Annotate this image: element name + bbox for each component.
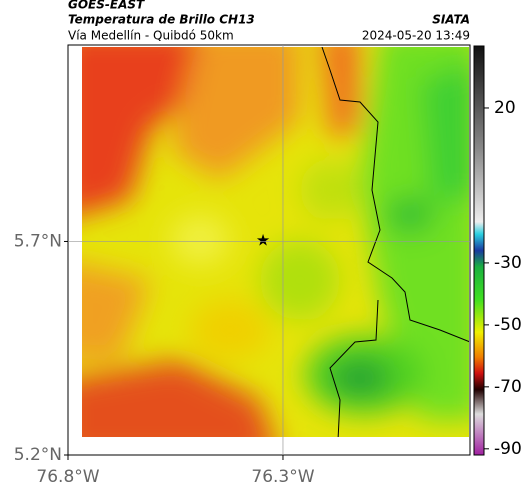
border (321, 47, 469, 343)
title: GOES-EAST (68, 0, 145, 12)
temperature-field (82, 47, 469, 437)
colorbar (473, 45, 485, 456)
colorbar-tick-label: 20 (494, 98, 516, 118)
source: SIATA (432, 13, 470, 27)
y-tick-label: 5.2°N (14, 445, 62, 465)
x-tick-label: 76.3°W (251, 467, 314, 487)
city-marker: ★ (256, 231, 270, 250)
x-tick-label: 76.8°W (36, 467, 99, 487)
colorbar-tick-label: -50 (494, 315, 522, 335)
header: GOES-EAST Temperatura de Brillo CH13 Vía… (68, 0, 470, 43)
border (329, 299, 379, 437)
location: Vía Medellín - Quibdó 50km (68, 29, 234, 43)
colorbar-tick-label: -70 (494, 377, 522, 397)
colorbar-tick-label: -90 (494, 439, 522, 459)
map-frame (67, 44, 471, 456)
colorbar-tick-label: -30 (494, 253, 522, 273)
datetime: 2024-05-20 13:49 (362, 29, 470, 43)
y-tick-label: 5.7°N (14, 231, 62, 251)
subtitle: Temperatura de Brillo CH13 (68, 13, 255, 27)
